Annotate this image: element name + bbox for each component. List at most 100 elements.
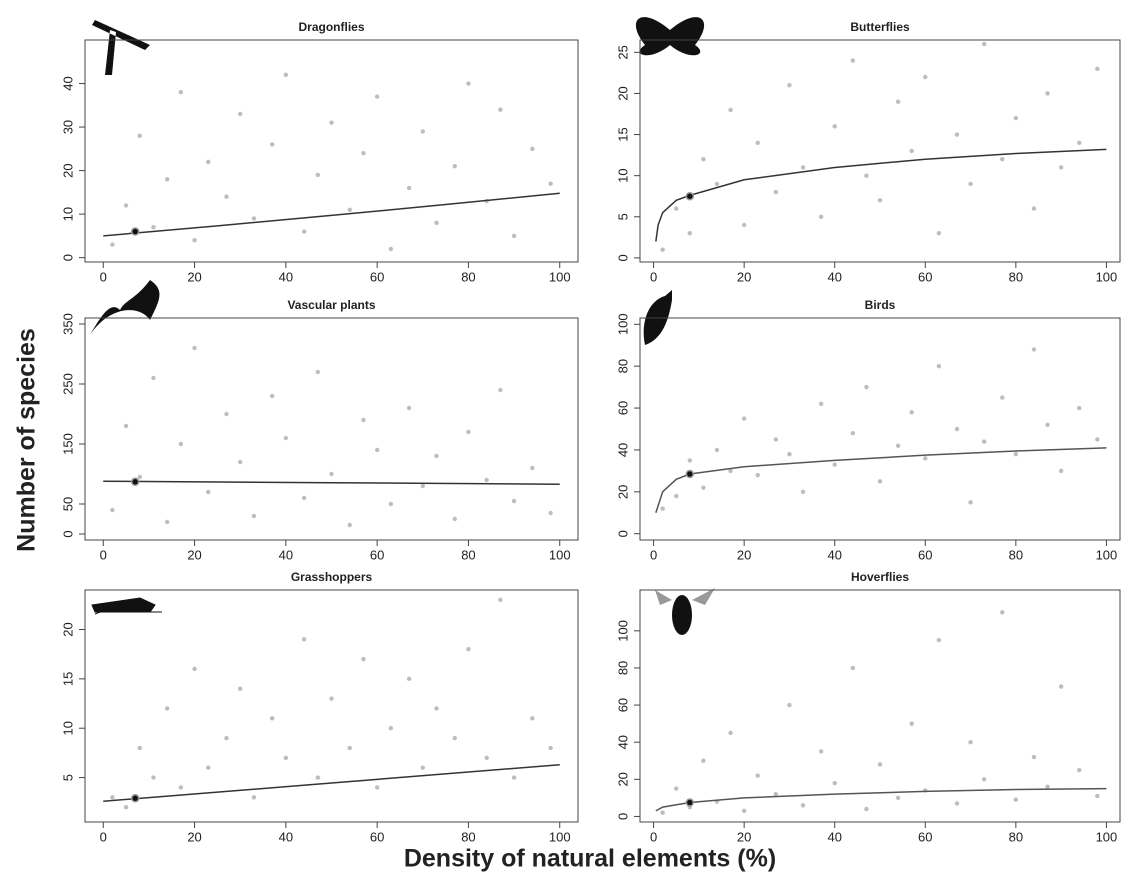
y-tick-label: 10 [60,207,75,221]
scatter-point [981,41,987,47]
scatter-point [406,405,412,411]
scatter-point [434,706,439,711]
y-tick-label: 30 [60,120,75,134]
highlight-marker [130,477,140,487]
scatter-point [137,745,142,751]
panel-title: Butterflies [850,20,910,34]
scatter-point [224,735,229,741]
highlight-marker [685,798,695,807]
x-tick-label: 80 [1009,547,1023,562]
scatter-point [741,808,747,814]
scatter-point [728,468,733,474]
x-tick-label: 80 [461,829,475,844]
scatter-point [1077,405,1082,411]
scatter-point [420,129,425,134]
x-tick-label: 40 [279,269,293,284]
x-tick-label: 20 [187,829,201,844]
scatter-point [1095,793,1100,799]
scatter-point [787,83,792,88]
scatter-point [701,758,706,763]
scatter-point [137,133,142,138]
x-tick-label: 0 [650,547,657,562]
scatter-point [269,716,275,721]
scatter-point [434,220,439,226]
scatter-point [315,369,321,375]
y-tick-label: 80 [615,359,630,373]
butterfly-icon [635,17,705,56]
y-tick-label: 5 [60,774,75,781]
scatter-point [420,765,425,770]
scatter-point [315,775,321,780]
scatter-point [660,247,665,252]
scatter-point [110,795,115,800]
scatter-point [123,423,129,429]
scatter-point [954,132,960,137]
x-tick-label: 100 [549,547,571,562]
scatter-point [1013,451,1019,457]
scatter-point [832,124,837,129]
scatter-point [548,745,553,751]
y-tick-label: 20 [60,622,75,636]
scatter-point [981,439,987,444]
scatter-point [1000,610,1005,615]
scatter-point [123,203,129,208]
y-tick-label: 0 [615,254,630,261]
scatter-point [511,775,517,780]
x-tick-label: 20 [187,269,201,284]
fit-line [103,192,560,237]
scatter-point [909,148,914,154]
y-tick-label: 20 [615,86,630,100]
scatter-point [701,485,706,490]
fit-line [655,787,1107,812]
scatter-point [773,791,779,797]
scatter-point [301,637,307,642]
scatter-point [511,498,517,504]
icons [90,17,715,635]
x-tick-label: 0 [100,269,107,284]
scatter-point [269,142,275,147]
scatter-point [347,522,352,528]
scatter-point [714,447,720,453]
scatter-point [164,519,170,525]
scatter-point [406,676,412,682]
scatter-point [674,786,679,791]
scatter-point [687,458,693,463]
x-tick-label: 80 [461,269,475,284]
scatter-point [530,465,535,471]
scatter-point [484,755,489,761]
scatter-point [877,479,883,484]
scatter-point [864,173,869,178]
y-tick-label: 250 [60,373,75,395]
scatter-point [283,755,289,761]
scatter-point [238,686,243,691]
scatter-point [530,146,535,152]
y-tick-label: 40 [60,76,75,90]
scatter-point [773,189,779,195]
fit-line [103,763,560,803]
scatter-point [361,417,366,423]
scatter-point [755,773,760,778]
x-tick-label: 60 [370,547,384,562]
y-axis-label: Number of species [13,328,41,552]
plot-frame [84,39,579,263]
scatter-point [151,224,156,230]
scatter-point [374,447,380,453]
scatter-point [850,665,856,671]
plot-frame [639,317,1121,541]
scatter-point [283,72,289,78]
y-tick-label: 5 [615,213,630,220]
scatter-point [164,706,170,711]
y-tick-label: 15 [615,127,630,141]
y-tick-label: 10 [615,168,630,182]
x-tick-label: 80 [1009,269,1023,284]
y-tick-label: 0 [615,530,630,537]
scatter-point [909,410,914,415]
scatter-point [800,803,806,808]
scatter-point [361,150,366,156]
plot-frame [639,39,1121,263]
scatter-point [329,120,334,125]
scatter-point [388,726,394,731]
scatter-point [800,489,806,495]
scatter-point [850,58,856,63]
